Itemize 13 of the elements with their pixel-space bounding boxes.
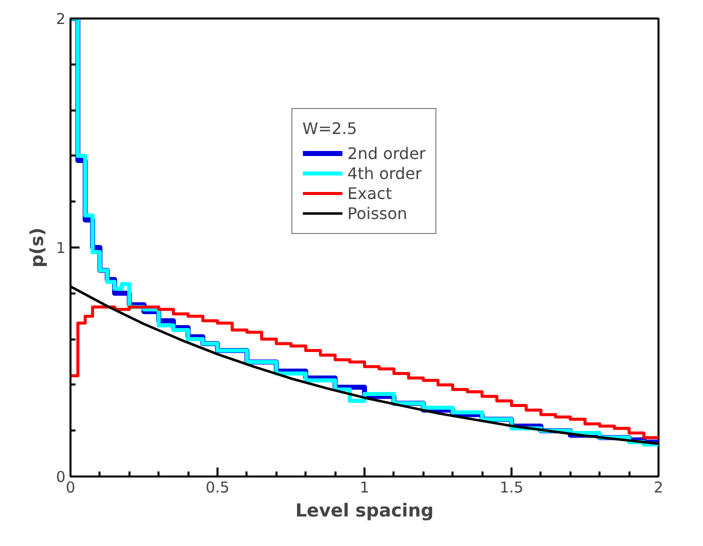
x-tick-label: 1.5 <box>500 478 524 496</box>
x-axis-title: Level spacing <box>295 500 434 522</box>
x-tick-label: 2 <box>654 478 664 496</box>
legend-label: 2nd order <box>347 144 426 162</box>
legend-label: Exact <box>347 184 392 202</box>
y-tick-label: 1 <box>56 239 66 257</box>
y-axis-title: p(s) <box>26 227 48 268</box>
legend-label: Poisson <box>347 204 408 222</box>
y-tick-label: 2 <box>56 10 66 28</box>
x-tick-label: 1 <box>360 478 370 496</box>
x-tick-label: 0.5 <box>206 478 230 496</box>
legend-title: W=2.5 <box>302 119 358 138</box>
legend-label: 4th order <box>347 164 422 182</box>
